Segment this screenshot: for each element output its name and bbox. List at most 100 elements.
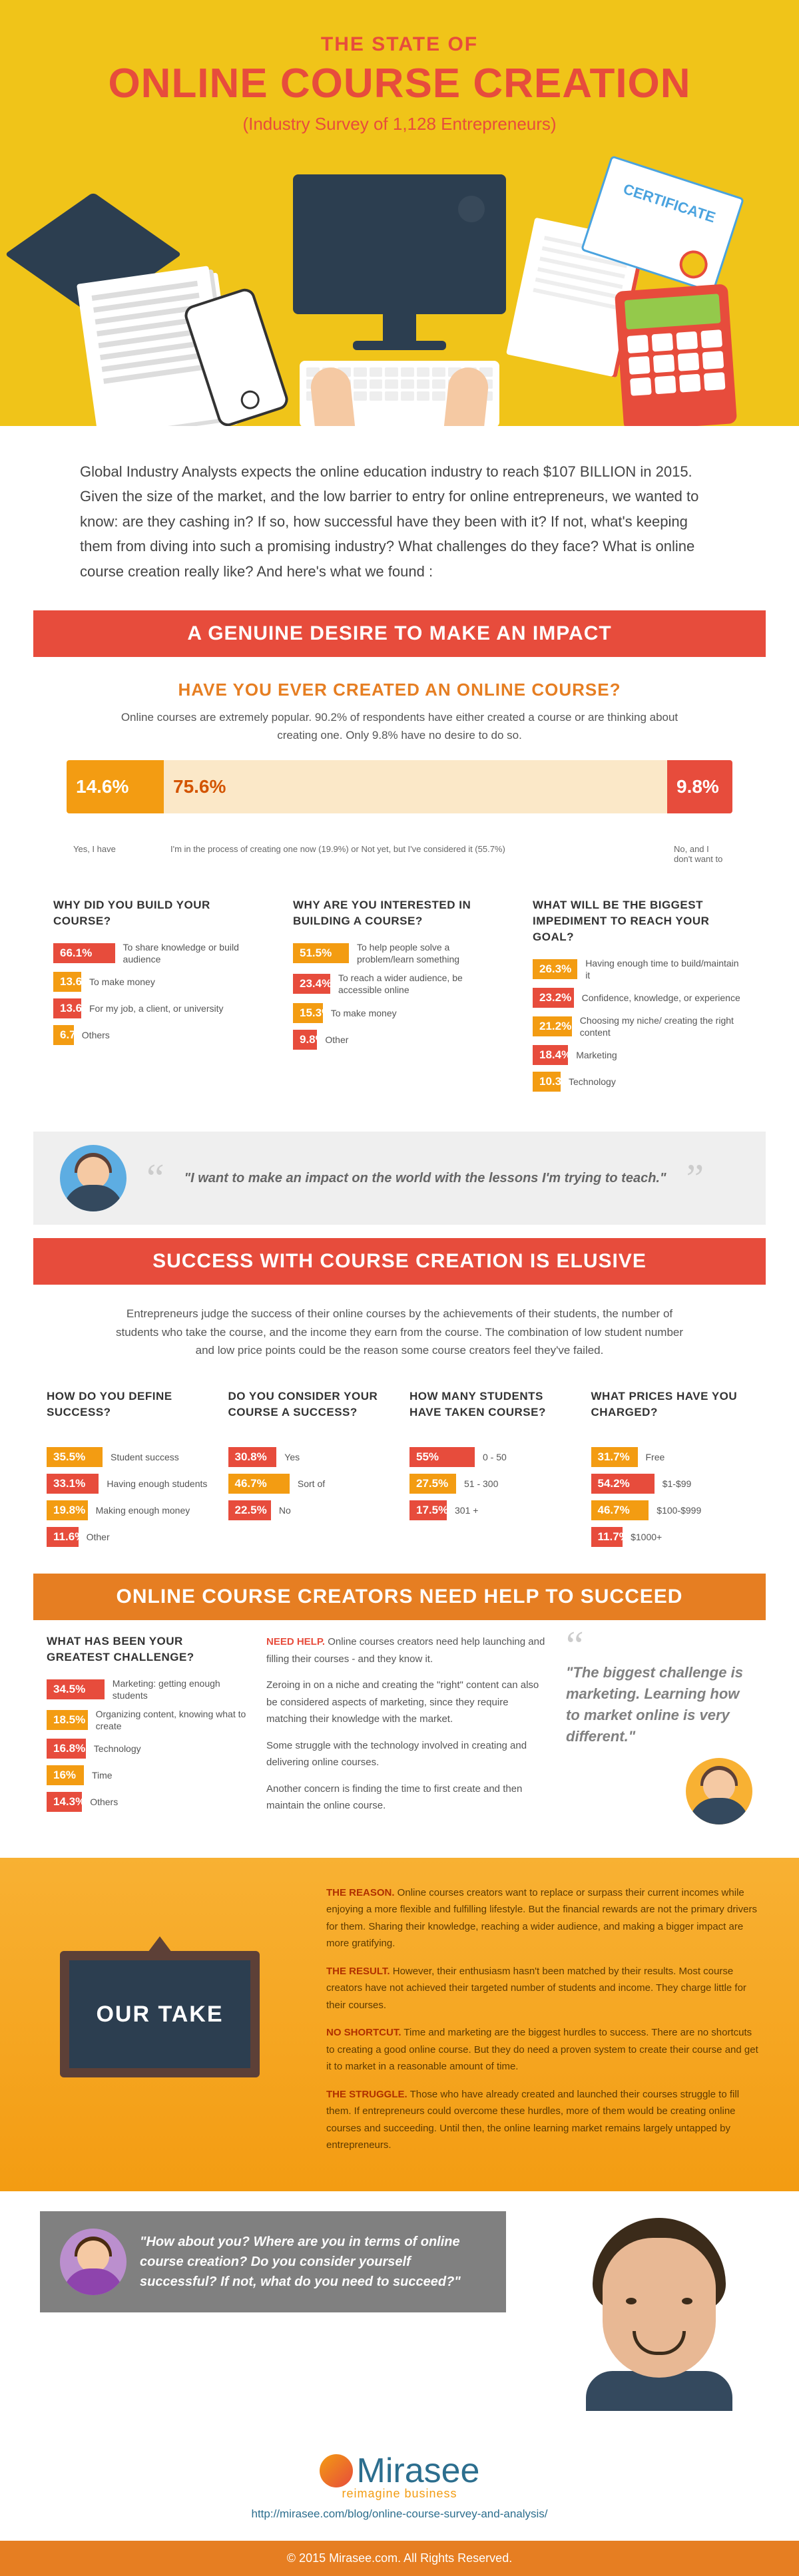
hero-title: ONLINE COURSE CREATION <box>27 60 772 107</box>
bar-label: Yes <box>284 1451 390 1463</box>
column-title: WHAT WILL BE THE BIGGEST IMPEDIMENT TO R… <box>533 897 746 945</box>
hero-illustration: CERTIFICATE <box>27 161 772 426</box>
bar-segment: 11.6% <box>47 1527 79 1547</box>
bar-row: 26.3% Having enough time to build/maintai… <box>533 957 746 981</box>
bar-label: $1-$99 <box>663 1478 752 1490</box>
final-quote: "How about you? Where are you in terms o… <box>40 2211 506 2312</box>
bar-label: To reach a wider audience, be accessible… <box>338 972 506 996</box>
bar-label: I'm in the process of creating one now (… <box>164 840 667 864</box>
bar-segment: 26.3% <box>533 959 577 979</box>
section1-stacked-bar: 14.6%75.6%9.8% <box>67 760 732 813</box>
quote-mark-icon: “ <box>146 1166 164 1190</box>
bar-label: To make money <box>89 976 266 988</box>
bar-row: 11.6%Other <box>47 1527 208 1547</box>
avatar-icon <box>60 2229 127 2295</box>
column-title: HOW MANY STUDENTS HAVE TAKEN COURSE? <box>409 1389 571 1435</box>
mirasee-logo: Mirasee <box>320 2451 480 2491</box>
bar-percent: 75.6% <box>173 776 658 797</box>
paragraph: THE REASON. Online courses creators want… <box>326 1884 759 1952</box>
section1-columns: WHY DID YOU BUILD YOUR COURSE? 66.1%To sh… <box>0 891 799 1118</box>
bar-row: 10.3%Technology <box>533 1072 746 1092</box>
ourtake-illustration: OUR TAKE <box>40 1924 293 2124</box>
column-title: HOW DO YOU DEFINE SUCCESS? <box>47 1389 208 1435</box>
section2-banner: SUCCESS WITH COURSE CREATION IS ELUSIVE <box>33 1238 766 1285</box>
final-quote-section: "How about you? Where are you in terms o… <box>0 2191 799 2438</box>
quote-mark-icon: ” <box>686 1166 704 1190</box>
paragraph: Zeroing in on a niche and creating the "… <box>266 1677 546 1728</box>
ourtake-section: OUR TAKE THE REASON. Online courses crea… <box>0 1858 799 2191</box>
bar-label: Making enough money <box>96 1504 208 1516</box>
bar-segment: 14.3% <box>47 1792 82 1812</box>
bar-row: 19.8%Making enough money <box>47 1500 208 1520</box>
hbar-segment: 75.6% <box>164 760 667 813</box>
bar-row: 21.2%Choosing my niche/ creating the rig… <box>533 1014 746 1038</box>
paragraph: NEED HELP. Online courses creators need … <box>266 1633 546 1667</box>
bar-row: 31.7%Free <box>591 1447 753 1467</box>
chart-column: HOW MANY STUDENTS HAVE TAKEN COURSE?55%0… <box>409 1389 571 1554</box>
bar-segment: 54.2% <box>591 1474 655 1494</box>
bar-segment: 27.5% <box>409 1474 456 1494</box>
bar-label: Yes, I have <box>67 840 164 864</box>
bar-label: 301 + <box>455 1504 571 1516</box>
bar-label: Having enough time to build/maintain it <box>585 957 746 981</box>
bar-label: Choosing my niche/ creating the right co… <box>580 1014 746 1038</box>
section3-bar-column: WHAT HAS BEEN YOUR GREATEST CHALLENGE?34… <box>47 1633 246 1819</box>
bar-segment: 46.7% <box>591 1500 649 1520</box>
bar-segment: 17.5% <box>409 1500 447 1520</box>
bar-row: 30.8%Yes <box>228 1447 390 1467</box>
section1-question: HAVE YOU EVER CREATED AN ONLINE COURSE? <box>0 680 799 700</box>
bar-row: 35.5%Student success <box>47 1447 208 1467</box>
bar-row: 15.3%To make money <box>293 1003 506 1023</box>
bar-label: For my job, a client, or university <box>89 1002 266 1014</box>
bar-label: $100-$999 <box>657 1504 752 1516</box>
bar-row: 54.2% $1-$99 <box>591 1474 753 1494</box>
quote-mark-icon: “ <box>566 1623 584 1667</box>
bar-row: 16%Time <box>47 1765 246 1785</box>
calculator-icon <box>615 284 737 426</box>
chart-column: WHY ARE YOU INTERESTED IN BUILDING A COU… <box>293 897 506 1098</box>
bar-label: Others <box>90 1796 246 1808</box>
bar-label: Student success <box>111 1451 208 1463</box>
logo-mark-icon <box>320 2454 353 2487</box>
bar-row: 46.7% $100-$999 <box>591 1500 753 1520</box>
bar-row: 33.1%Having enough students <box>47 1474 208 1494</box>
bar-label: Confidence, knowledge, or experience <box>582 992 746 1004</box>
column-title: WHY DID YOU BUILD YOUR COURSE? <box>53 897 266 929</box>
bar-row: 18.4%Marketing <box>533 1045 746 1065</box>
bar-row: 14.3% Others <box>47 1792 246 1812</box>
source-url: http://mirasee.com/blog/online-course-su… <box>0 2507 799 2521</box>
intro-paragraph: Global Industry Analysts expects the onl… <box>0 426 799 610</box>
paragraph: NO SHORTCUT. Time and marketing are the … <box>326 2024 759 2075</box>
hbar-segment: 9.8% <box>667 760 732 813</box>
monitor-icon <box>293 174 506 350</box>
bar-label: To make money <box>331 1007 506 1019</box>
logo-section: Mirasee reimagine business http://mirase… <box>0 2438 799 2541</box>
bar-label: To share knowledge or build audience <box>123 941 266 965</box>
bar-row: 6.7%Others <box>53 1025 266 1045</box>
bar-segment: 11.7% <box>591 1527 623 1547</box>
section3-content: WHAT HAS BEEN YOUR GREATEST CHALLENGE?34… <box>0 1620 799 1844</box>
chart-column: HOW DO YOU DEFINE SUCCESS? 35.5%Student s… <box>47 1389 208 1554</box>
chart-column: WHAT PRICES HAVE YOU CHARGED?31.7%Free54… <box>591 1389 753 1554</box>
bar-label: To help people solve a problem/learn som… <box>357 941 506 965</box>
bar-label: Sort of <box>298 1478 390 1490</box>
section1-quote: “ "I want to make an impact on the world… <box>33 1132 766 1225</box>
chart-column: WHAT WILL BE THE BIGGEST IMPEDIMENT TO R… <box>533 897 746 1098</box>
paragraph: THE RESULT. However, their enthusiasm ha… <box>326 1963 759 2014</box>
section1-desc: Online courses are extremely popular. 90… <box>0 708 799 760</box>
bar-row: 34.5%Marketing: getting enough students <box>47 1677 246 1701</box>
bar-segment: 10.3% <box>533 1072 561 1092</box>
bar-segment: 13.6% <box>53 972 81 992</box>
bar-label: $1000+ <box>631 1531 752 1543</box>
bar-label: Time <box>92 1769 246 1781</box>
copyright-footer: © 2015 Mirasee.com. All Rights Reserved. <box>0 2541 799 2576</box>
column-title: DO YOU CONSIDER YOUR COURSE A SUCCESS? <box>228 1389 390 1435</box>
bar-label: Organizing content, knowing what to crea… <box>96 1708 246 1732</box>
bar-row: 11.7% $1000+ <box>591 1527 753 1547</box>
bar-segment: 34.5% <box>47 1679 105 1699</box>
bar-segment: 31.7% <box>591 1447 638 1467</box>
bar-segment: 16.8% <box>47 1739 86 1759</box>
hero-pretitle: THE STATE OF <box>27 33 772 56</box>
bar-row: 66.1%To share knowledge or build audienc… <box>53 941 266 965</box>
bar-row: 9.8%Other <box>293 1030 506 1050</box>
